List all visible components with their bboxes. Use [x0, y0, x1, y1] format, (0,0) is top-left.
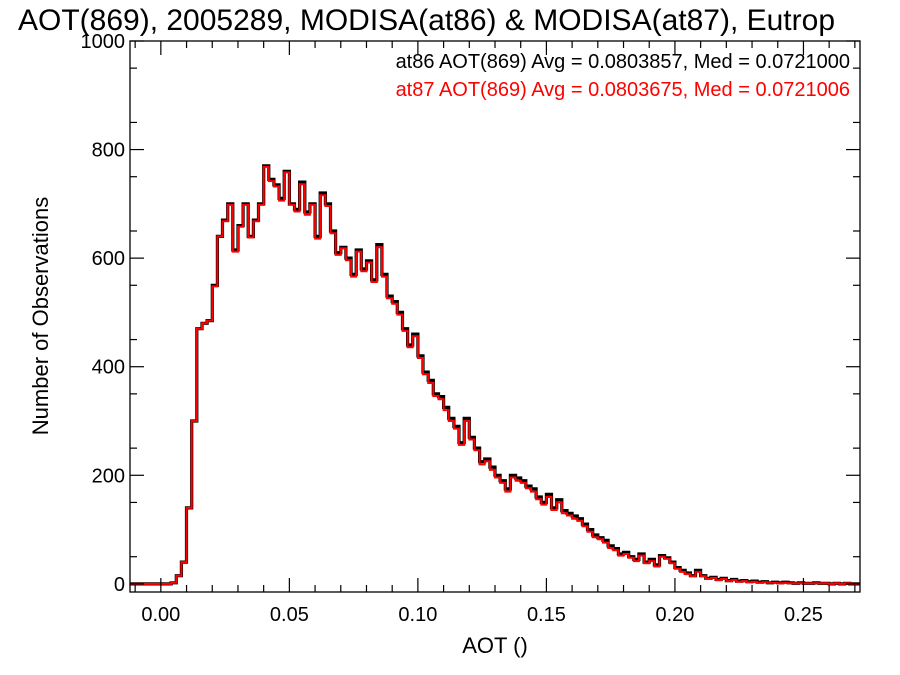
x-axis-label: AOT ()	[462, 633, 528, 658]
x-tick-label: 0.20	[655, 604, 694, 626]
annotation-at86: at86 AOT(869) Avg = 0.0803857, Med = 0.0…	[396, 51, 850, 73]
chart-title: AOT(869), 2005289, MODISA(at86) & MODISA…	[18, 4, 835, 37]
y-tick-label: 1000	[81, 31, 126, 53]
y-tick-label: 800	[92, 140, 125, 162]
x-tick-label: 0.10	[398, 604, 437, 626]
y-tick-label: 400	[92, 357, 125, 379]
plot-lines	[130, 164, 860, 586]
y-axis-label: Number of Observations	[28, 197, 53, 435]
plot-frame	[129, 40, 861, 593]
annotation-at87: at87 AOT(869) Avg = 0.0803675, Med = 0.0…	[396, 79, 850, 101]
histogram-series-1	[130, 165, 860, 585]
histogram-series-0	[130, 164, 860, 586]
y-tick-label: 0	[114, 574, 125, 596]
y-tick-label: 200	[92, 465, 125, 487]
x-tick-label: 0.05	[270, 604, 309, 626]
axis-ticks: 0.00 0.05 0.10 0.15 0.20 0.25 0 200 400 600 800 100…	[81, 31, 860, 626]
x-tick-label: 0.25	[784, 604, 823, 626]
y-tick-label: 600	[92, 248, 125, 270]
x-tick-label: 0.00	[141, 604, 180, 626]
x-tick-label: 0.15	[527, 604, 566, 626]
